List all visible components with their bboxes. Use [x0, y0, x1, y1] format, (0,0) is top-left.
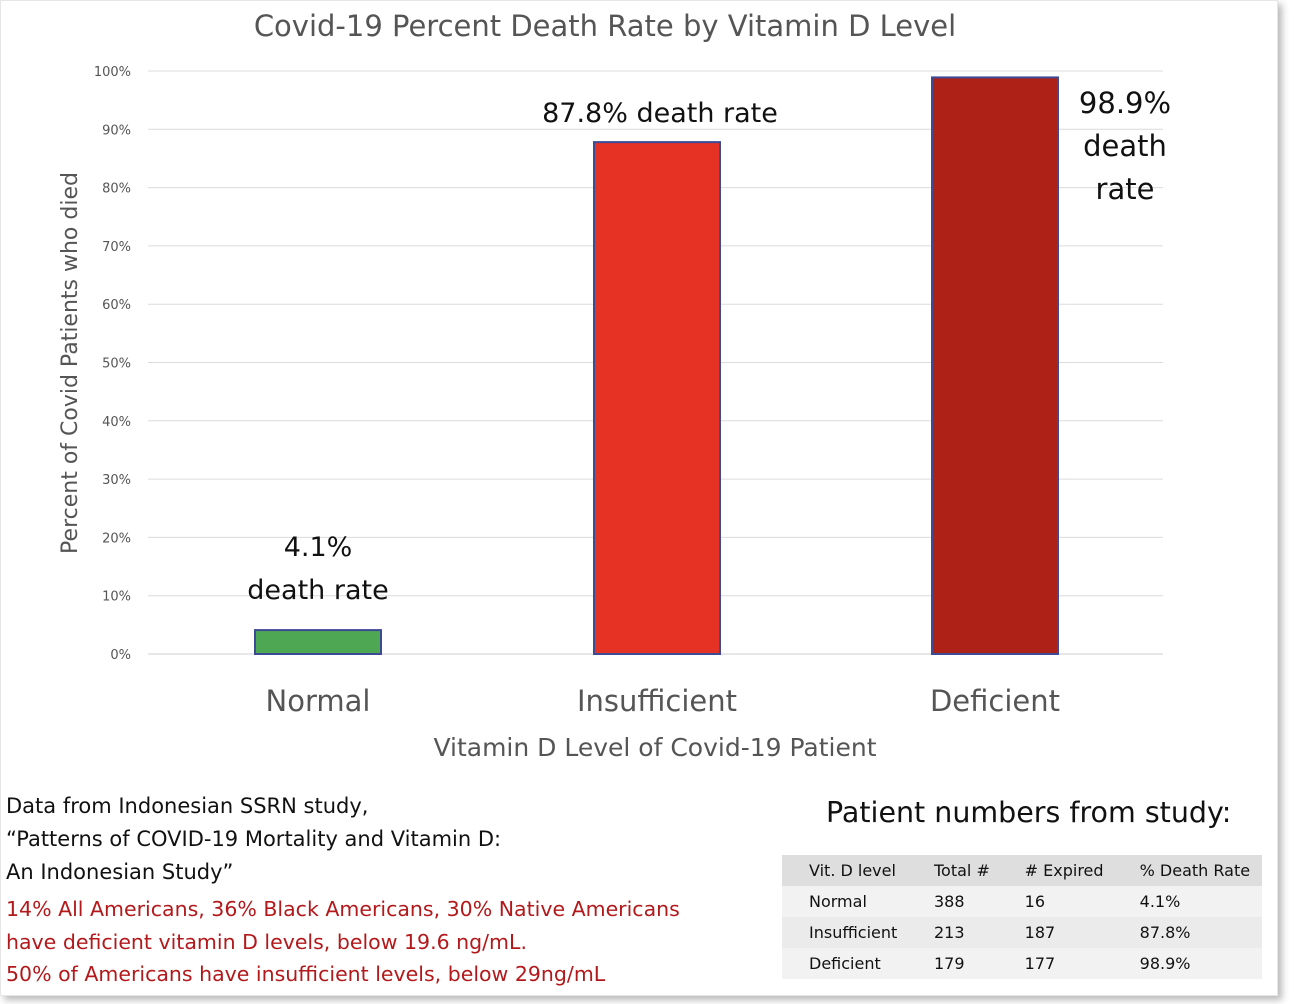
y-tick-label: 10%: [102, 590, 131, 605]
data-labels: 4.1% death rate 87.8% death rate 98.9% death…: [247, 86, 1171, 606]
data-label-deficient: death: [1083, 129, 1167, 163]
table-cell: 177: [1024, 954, 1056, 973]
bar-insufficient: [593, 141, 721, 655]
table-cell: 388: [933, 892, 965, 911]
chart-title: Covid-19 Percent Death Rate by Vitamin D…: [254, 9, 956, 43]
x-category-labels: Normal Insufficient Deficient: [266, 684, 1060, 718]
x-axis-label: Vitamin D Level of Covid-19 Patient: [433, 733, 876, 762]
source-note: Data from Indonesian SSRN study, “Patter…: [6, 790, 501, 889]
table-cell: Insufficient: [809, 923, 898, 942]
x-tick-label: Insufficient: [577, 684, 737, 718]
fact-line: 14% All Americans, 36% Black Americans, …: [6, 897, 680, 921]
x-tick-label: Normal: [266, 684, 371, 718]
y-tick-label: 30%: [102, 473, 131, 488]
data-label-insufficient: 87.8% death rate: [542, 98, 778, 129]
y-tick-label: 60%: [102, 298, 131, 313]
y-tick-label: 0%: [110, 648, 131, 663]
y-tick-label: 20%: [102, 531, 131, 546]
table-cell: 4.1%: [1139, 892, 1181, 911]
table-row: Normal 388 16 4.1%: [782, 886, 1262, 917]
data-label-normal: 4.1%: [284, 532, 353, 563]
table-row: Deficient 179 177 98.9%: [782, 948, 1262, 979]
y-tick-label: 80%: [102, 182, 131, 197]
y-tick-label: 100%: [94, 65, 131, 80]
data-label-deficient: rate: [1096, 172, 1155, 206]
header-cell: % Death Rate: [1139, 861, 1251, 880]
table-cell: 213: [933, 923, 965, 942]
source-line: Data from Indonesian SSRN study,: [6, 794, 369, 818]
table-header-row: Vit. D level Total # # Expired % Death R…: [782, 855, 1262, 886]
x-tick-label: Deficient: [930, 684, 1060, 718]
fact-line: 50% of Americans have insufficient level…: [6, 962, 606, 986]
y-axis-label: Percent of Covid Patients who died: [58, 172, 83, 554]
patient-table: Vit. D level Total # # Expired % Death R…: [782, 855, 1262, 979]
table-cell: 16: [1024, 892, 1045, 911]
table-cell: 179: [933, 954, 965, 973]
table-cell: Normal: [809, 892, 867, 911]
y-tick-label: 70%: [102, 240, 131, 255]
bar-deficient: [931, 76, 1059, 655]
header-cell: Vit. D level: [809, 861, 896, 880]
data-label-normal: death rate: [247, 575, 388, 606]
table-cell: 187: [1024, 923, 1056, 942]
y-tick-label: 90%: [102, 123, 131, 138]
table-cell: 87.8%: [1139, 923, 1191, 942]
table-cell: 98.9%: [1139, 954, 1191, 973]
y-tick-labels: 0% 10% 20% 30% 40% 50% 60% 70% 80% 90% 100%: [94, 65, 131, 663]
vitamin-d-facts: 14% All Americans, 36% Black Americans, …: [6, 893, 680, 991]
fact-line: have deficient vitamin D levels, below 1…: [6, 929, 527, 954]
bar-chart: Covid-19 Percent Death Rate by Vitamin D…: [58, 9, 1171, 762]
header-cell: # Expired: [1024, 861, 1104, 880]
bars: [254, 76, 1059, 655]
y-tick-label: 40%: [102, 415, 131, 430]
bar-normal: [254, 629, 382, 655]
source-line: An Indonesian Study”: [6, 860, 234, 884]
table-row: Insufficient 213 187 87.8%: [782, 917, 1262, 948]
source-line: “Patterns of COVID-19 Mortality and Vita…: [6, 827, 502, 851]
table-cell: Deficient: [809, 954, 881, 973]
table-title: Patient numbers from study:: [826, 796, 1232, 829]
header-cell: Total #: [933, 861, 990, 880]
y-tick-label: 50%: [102, 357, 131, 372]
data-label-deficient: 98.9%: [1079, 86, 1171, 120]
